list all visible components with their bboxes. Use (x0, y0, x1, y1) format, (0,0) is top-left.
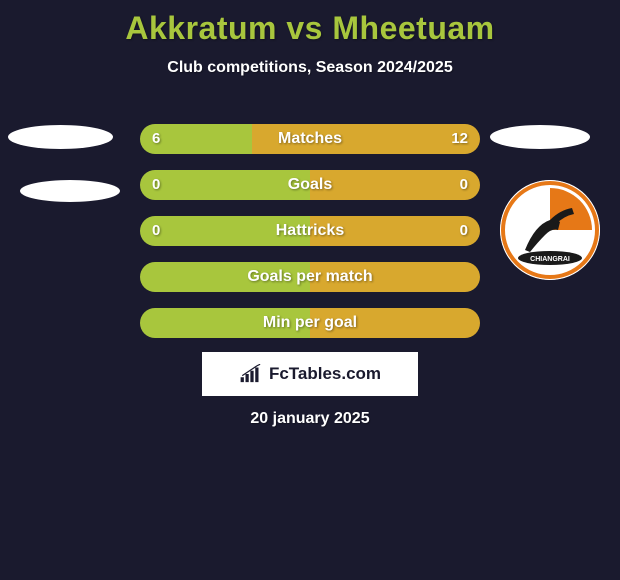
date-text: 20 january 2025 (0, 410, 620, 428)
bar-row: Matches6 12 (140, 124, 480, 154)
page-title: Akkratum vs Mheetuam (0, 0, 620, 47)
bar-value-right: 12 (451, 124, 468, 154)
bar-row: Min per goal (140, 308, 480, 338)
chiangrai-badge-icon: CHIANGRAI (500, 180, 600, 280)
bar-value-right: 0 (460, 170, 468, 200)
svg-text:CHIANGRAI: CHIANGRAI (530, 256, 570, 263)
bar-label: Matches (140, 124, 480, 154)
subtitle: Club competitions, Season 2024/2025 (0, 59, 620, 77)
ellipse-left-2 (20, 180, 120, 202)
brand-text: FcTables.com (269, 364, 381, 384)
bar-label: Goals (140, 170, 480, 200)
bar-value-left: 0 (152, 170, 160, 200)
comparison-bars: Matches612Goals00Hattricks00Goals per ma… (140, 124, 480, 354)
chart-bars-icon (239, 364, 265, 384)
ellipse-left-1 (8, 125, 113, 149)
bar-value-left: 6 (152, 124, 160, 154)
comparison-infographic: Akkratum vs Mheetuam Club competitions, … (0, 0, 620, 580)
bar-label: Hattricks (140, 216, 480, 246)
bar-row: Goals0 0 (140, 170, 480, 200)
bar-label: Goals per match (140, 262, 480, 292)
brand-box: FcTables.com (202, 352, 418, 396)
bar-row: Hattricks0 0 (140, 216, 480, 246)
team-badge-right: CHIANGRAI (500, 180, 600, 280)
ellipse-right-1 (490, 125, 590, 149)
bar-value-left: 0 (152, 216, 160, 246)
bar-row: Goals per match (140, 262, 480, 292)
bar-label: Min per goal (140, 308, 480, 338)
bar-value-right: 0 (460, 216, 468, 246)
